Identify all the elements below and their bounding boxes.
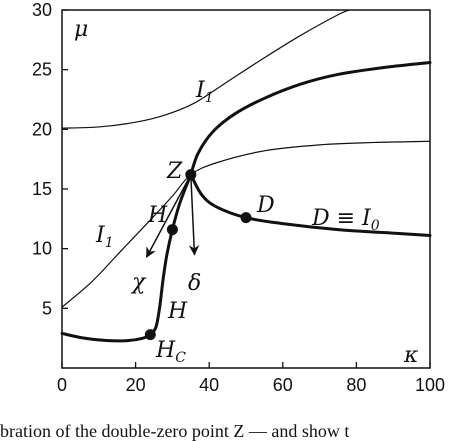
point-d [240, 212, 252, 224]
y-tick-label: 15 [32, 179, 52, 199]
arrow-layer [145, 174, 200, 258]
series-layer [60, 9, 432, 343]
point-layer [144, 169, 252, 341]
y-axis-label: μ [74, 17, 88, 42]
label-d-equiv-i0: D ≡ I0 [311, 206, 380, 234]
label-i1-top-sub: 1 [205, 90, 214, 106]
x-tick-label: 60 [273, 375, 293, 395]
label-chi: χ [130, 270, 147, 295]
label-h: H [147, 203, 168, 228]
label-i1-top-main: I [195, 78, 206, 103]
series-line-4 [189, 173, 432, 238]
label-hc-main: H [155, 338, 176, 363]
series-line-3 [189, 61, 432, 177]
label-i1-left-sub: 1 [105, 235, 114, 251]
y-tick-label: 10 [32, 239, 52, 259]
series-line-1 [61, 9, 350, 129]
label-delta: δ [188, 271, 201, 296]
direction-arrow-2 [188, 174, 200, 256]
label-i1-left: I1 [95, 223, 114, 251]
x-tick-label: 40 [199, 375, 219, 395]
y-tick-label: 30 [32, 0, 52, 20]
label-i1-left-main: I [95, 223, 106, 248]
x-tick-label: 0 [57, 375, 67, 395]
label-z: Z [166, 159, 183, 184]
y-tick-label: 25 [32, 60, 52, 80]
label-hc-sub: C [175, 350, 186, 366]
y-tick-label: 5 [42, 298, 52, 318]
label-cal-h: H [167, 299, 188, 324]
point-h-c [144, 329, 156, 341]
x-tick-label: 80 [346, 375, 366, 395]
direction-arrow-1 [145, 174, 192, 258]
caption-fragment: bration of the double-zero point Z — and… [0, 421, 349, 441]
plot-frame [61, 9, 431, 369]
label-d-equiv-i0-sub: 0 [371, 218, 380, 234]
x-axis-label: κ [403, 343, 419, 368]
x-tick-label: 20 [126, 375, 146, 395]
point-h [166, 224, 178, 236]
label-d: D [256, 193, 275, 218]
point-z [185, 169, 197, 181]
label-d-equiv-i0-main: D ≡ I [311, 206, 372, 231]
y-tick-label: 20 [32, 119, 52, 139]
tick-marks [61, 9, 431, 368]
label-hc: HC [155, 338, 186, 366]
label-i1-top: I1 [195, 78, 214, 106]
x-tick-label: 100 [415, 375, 445, 395]
